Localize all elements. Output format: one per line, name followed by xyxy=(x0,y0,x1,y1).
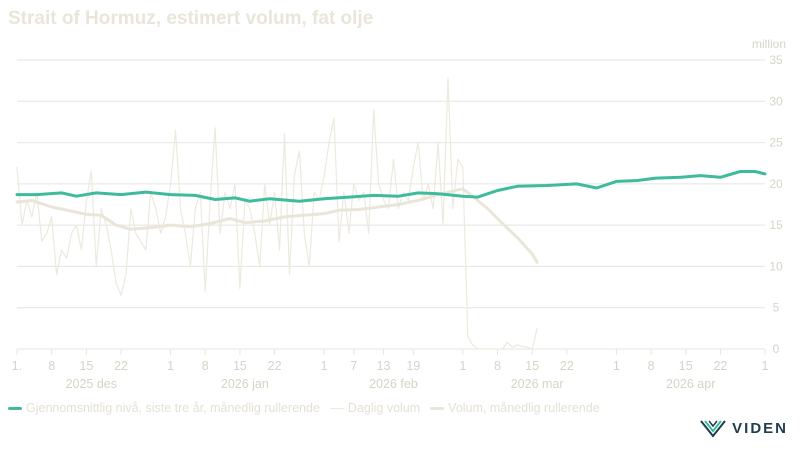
x-tick-label: 1 xyxy=(459,359,466,373)
series-lines xyxy=(15,77,767,350)
legend-swatch-average xyxy=(8,406,22,410)
legend-item-daily[interactable]: Daglig volum xyxy=(329,401,421,415)
x-tick-label: 7 xyxy=(350,359,357,373)
viden-logo: VIDEN xyxy=(700,418,788,438)
y-tick-label: 20 xyxy=(769,177,783,191)
x-month-label: 2025 des xyxy=(66,377,117,391)
y-tick-label: 25 xyxy=(769,136,783,150)
legend-label-monthly: Volum, månedlig rullerende xyxy=(448,401,600,415)
legend: Gjennomsnittlig nivå, siste tre år, måne… xyxy=(8,401,600,415)
legend-item-average[interactable]: Gjennomsnittlig nivå, siste tre år, måne… xyxy=(8,401,320,415)
x-month-label: 2026 jan xyxy=(221,377,269,391)
x-tick-label: 1 xyxy=(762,359,769,373)
x-tick-label: 8 xyxy=(202,359,209,373)
x-tick-label: 15 xyxy=(679,359,693,373)
x-tick-label: 1 xyxy=(613,359,620,373)
brand-name: VIDEN xyxy=(732,419,788,437)
x-tick-label: 8 xyxy=(494,359,501,373)
x-tick-label: 15 xyxy=(233,359,247,373)
legend-swatch-monthly xyxy=(430,406,445,410)
x-month-label: 2026 feb xyxy=(369,377,418,391)
line-chart: 0 5 10 15 20 25 30 35 million 1. 8 15 22 1 8 15 22 1 7 13 19… xyxy=(12,37,786,391)
chart-title: Strait of Hormuz, estimert volum, fat ol… xyxy=(8,8,374,29)
x-tick-label: 15 xyxy=(525,359,539,373)
x-tick-label: 15 xyxy=(79,359,93,373)
legend-label-daily: Daglig volum xyxy=(347,401,421,415)
x-tick-label: 13 xyxy=(377,359,391,373)
y-tick-label: 30 xyxy=(769,94,783,108)
x-tick-label: 22 xyxy=(560,359,574,373)
y-tick-label: 5 xyxy=(773,301,780,315)
legend-swatch-daily xyxy=(329,407,344,409)
axis: 0 5 10 15 20 25 30 35 million 1. 8 15 22 1 8 15 22 1 7 13 19… xyxy=(12,37,786,391)
x-tick-label: 8 xyxy=(48,359,55,373)
legend-label-average: Gjennomsnittlig nivå, siste tre år, måne… xyxy=(26,401,320,415)
x-tick-label: 22 xyxy=(713,359,727,373)
x-tick-label: 1 xyxy=(321,359,328,373)
series-line-average xyxy=(15,170,767,203)
x-tick-label: 22 xyxy=(268,359,282,373)
x-month-label: 2026 mar xyxy=(511,377,564,391)
viden-logo-icon xyxy=(700,420,726,438)
y-tick-label: 0 xyxy=(773,342,780,356)
y-tick-label: 10 xyxy=(769,259,783,273)
x-tick-label: 1 xyxy=(167,359,174,373)
x-tick-label: 19 xyxy=(406,359,420,373)
x-tick-label: 22 xyxy=(114,359,128,373)
y-tick-label: 15 xyxy=(769,218,783,232)
legend-item-monthly[interactable]: Volum, månedlig rullerende xyxy=(430,401,600,415)
y-tick-label: 35 xyxy=(769,53,783,67)
y-unit-label: million xyxy=(752,37,786,51)
x-tick-label: 8 xyxy=(648,359,655,373)
x-month-label: 2026 apr xyxy=(666,377,715,391)
x-tick-label: 1. xyxy=(12,359,22,373)
